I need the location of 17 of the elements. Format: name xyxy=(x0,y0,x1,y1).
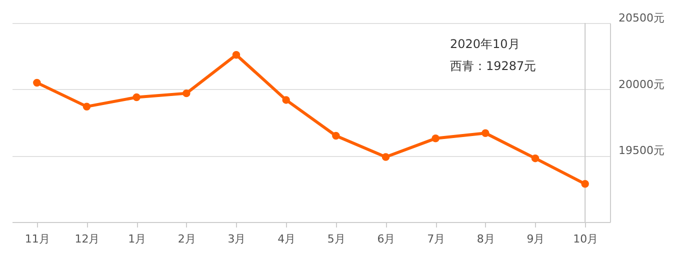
x-tick-label: 6月 xyxy=(377,232,396,246)
annotation: 2020年10月 xyxy=(450,37,520,51)
x-tick-label: 11月 xyxy=(24,232,50,246)
y-tick-label: 19500元 xyxy=(618,144,664,158)
x-tick-label: 7月 xyxy=(427,232,446,246)
x-tick-label: 12月 xyxy=(74,232,100,246)
x-tick-label: 4月 xyxy=(278,232,296,246)
x-tick-label: 9月 xyxy=(526,232,545,246)
y-tick-label: 20000元 xyxy=(618,78,664,91)
x-tick-label: 3月 xyxy=(228,232,246,246)
y-tick-label: 20500元 xyxy=(618,12,664,24)
x-tick-label: 2月 xyxy=(178,232,196,246)
x-tick-label: 10月 xyxy=(573,232,598,246)
x-tick-label: 8月 xyxy=(476,232,495,246)
x-tick-label: 1月 xyxy=(128,232,146,246)
annotation: 西青：19287元 xyxy=(450,59,536,73)
x-tick-label: 5月 xyxy=(327,232,346,246)
